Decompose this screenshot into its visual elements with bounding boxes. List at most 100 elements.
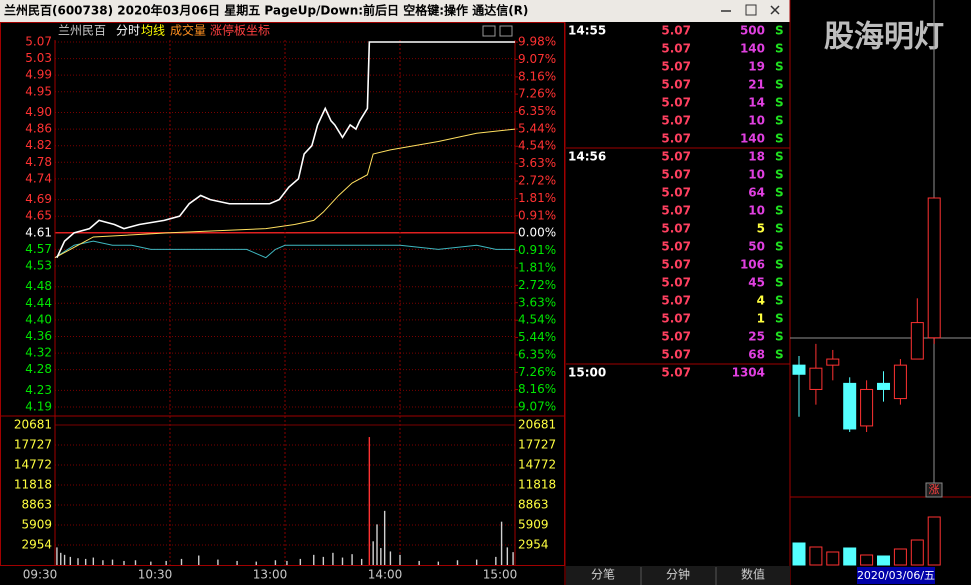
candle-body	[877, 382, 890, 390]
y-tick-label: 4.40	[25, 312, 52, 326]
tick-time: 15:00	[568, 366, 606, 380]
y2-tick-label: 1.81%	[518, 191, 556, 205]
x-tick-label: 10:30	[138, 568, 173, 582]
tick-price: 5.07	[661, 24, 691, 38]
tick-price: 5.07	[661, 222, 691, 236]
maximize[interactable]	[745, 4, 757, 16]
daily-volume-bar	[826, 551, 840, 566]
date-label-box	[857, 567, 935, 584]
header-item: 兰州民百	[58, 24, 106, 38]
tick-volume: 45	[748, 276, 765, 290]
tick-side: S	[775, 204, 784, 218]
tick-side: S	[775, 168, 784, 182]
tick-side: S	[775, 348, 784, 362]
tick-price: 5.07	[661, 312, 691, 326]
volume-tick-label: 8863	[518, 498, 549, 512]
y2-tick-label: 5.44%	[518, 330, 556, 344]
y-tick-label: 4.28	[25, 362, 52, 376]
y-tick-label: 5.07	[25, 35, 52, 49]
header-button[interactable]	[482, 25, 496, 37]
title-bar	[0, 0, 790, 22]
tick-volume: 68	[748, 348, 765, 362]
tick-side: S	[775, 24, 784, 38]
tick-volume: 50	[748, 240, 765, 254]
y2-tick-label: 6.35%	[518, 104, 556, 118]
window-title: 兰州民百(600738) 2020年03月06日 星期五 PageUp/Down…	[4, 3, 528, 18]
tick-price: 5.07	[661, 204, 691, 218]
daily-volume-bar	[809, 546, 823, 566]
tick-volume: 5	[757, 222, 765, 236]
tick-volume: 64	[748, 186, 765, 200]
candle-body	[927, 197, 941, 339]
volume-tick-label: 17727	[518, 437, 556, 451]
tick-volume: 14	[748, 96, 765, 110]
daily-volume-bar	[893, 548, 907, 566]
tab[interactable]: 数值	[741, 567, 765, 582]
window-controls[interactable]	[721, 4, 780, 16]
candle-body	[893, 364, 907, 400]
tick-volume: 500	[740, 24, 765, 38]
tick-price: 5.07	[661, 348, 691, 362]
tick-volume: 106	[740, 258, 765, 272]
candle-body	[826, 358, 840, 366]
y2-tick-label: 7.26%	[518, 365, 556, 379]
daily-volume-bar	[910, 539, 924, 566]
tick-side: S	[775, 60, 784, 74]
tick-side: S	[775, 96, 784, 110]
candle-body	[910, 322, 924, 360]
candle-body	[860, 388, 874, 427]
tick-volume: 10	[748, 168, 765, 182]
volume-tick-label: 14772	[14, 458, 52, 472]
daily-volume-bar	[927, 516, 941, 566]
y2-tick-label: 8.16%	[518, 69, 556, 83]
tab[interactable]: 分笔	[591, 567, 615, 582]
watermark: 股海明灯	[824, 20, 944, 55]
tick-time: 14:55	[568, 24, 606, 38]
header-item[interactable]: 涨停板坐标	[210, 23, 270, 38]
y2-tick-label: 7.26%	[518, 87, 556, 101]
header-button[interactable]	[499, 25, 513, 37]
tick-volume: 140	[740, 42, 765, 56]
tick-side: S	[775, 276, 784, 290]
volume-tick-label: 20681	[518, 418, 556, 432]
tick-price: 5.07	[661, 240, 691, 254]
daily-volume-bar	[792, 542, 806, 566]
tick-side: S	[775, 114, 784, 128]
y-tick-label: 4.82	[25, 138, 52, 152]
header-item[interactable]: 均线	[141, 24, 165, 38]
tick-time: 14:56	[568, 150, 606, 164]
close[interactable]	[770, 5, 780, 15]
limit-badge-box	[925, 482, 943, 498]
tick-price: 5.07	[661, 276, 691, 290]
header-item[interactable]: 分时	[116, 24, 140, 38]
tick-volume: 10	[748, 114, 765, 128]
volume-tick-label: 17727	[14, 437, 52, 451]
candle-body	[843, 382, 857, 430]
average-line	[54, 128, 516, 259]
volume-tick-label: 2954	[518, 538, 549, 552]
y-tick-label: 4.69	[25, 192, 52, 206]
tick-side: S	[775, 42, 784, 56]
x-tick-label: 13:00	[253, 568, 288, 582]
y2-tick-label: 1.81%	[518, 260, 556, 274]
y2-tick-label: 0.91%	[518, 243, 556, 257]
volume-tick-label: 8863	[21, 498, 52, 512]
header-item[interactable]: 成交量	[170, 23, 206, 38]
y2-tick-label: 9.98%	[518, 35, 556, 49]
tick-price: 5.07	[661, 366, 691, 380]
volume-tick-label: 5909	[518, 517, 549, 531]
y-tick-label: 4.74	[25, 171, 52, 185]
tick-side: S	[775, 150, 784, 164]
y2-tick-label: 9.07%	[518, 52, 556, 66]
y-tick-label: 4.19	[25, 400, 52, 414]
tab[interactable]: 分钟	[666, 567, 690, 582]
tick-volume: 140	[740, 132, 765, 146]
y2-tick-label: 4.54%	[518, 139, 556, 153]
daily-volume-bar	[843, 547, 857, 566]
y2-tick-label: 4.54%	[518, 313, 556, 327]
y-tick-label: 4.32	[25, 346, 52, 360]
y2-tick-label: 8.16%	[518, 382, 556, 396]
volume-tick-label: 11818	[518, 477, 556, 491]
